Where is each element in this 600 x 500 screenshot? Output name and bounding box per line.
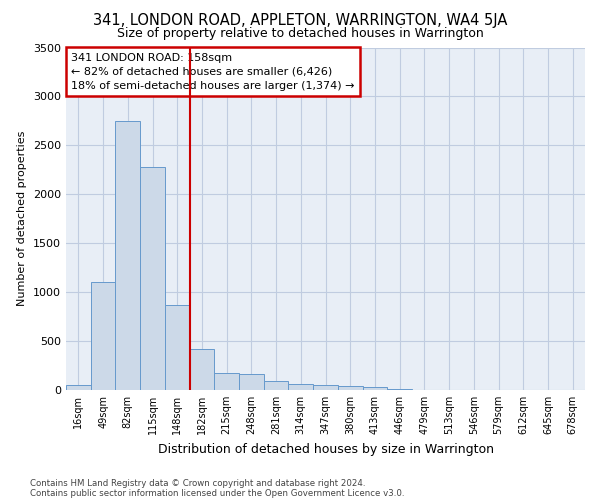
Bar (190, 349, 214, 390)
Text: Size of property relative to detached houses in Warrington: Size of property relative to detached ho… (116, 28, 484, 40)
Bar (140, 167, 165, 390)
Bar (214, 373, 239, 390)
Text: Contains public sector information licensed under the Open Government Licence v3: Contains public sector information licen… (30, 488, 404, 498)
Y-axis label: Number of detached properties: Number of detached properties (17, 131, 28, 306)
Text: 341 LONDON ROAD: 158sqm
← 82% of detached houses are smaller (6,426)
18% of semi: 341 LONDON ROAD: 158sqm ← 82% of detache… (71, 52, 355, 90)
Text: Contains HM Land Registry data © Crown copyright and database right 2024.: Contains HM Land Registry data © Crown c… (30, 478, 365, 488)
Bar (362, 387, 387, 390)
Bar (313, 385, 338, 390)
Bar (165, 305, 190, 390)
Bar (289, 384, 313, 390)
Bar (264, 380, 289, 390)
Bar (115, 121, 140, 390)
Bar (338, 386, 362, 390)
Bar (387, 389, 412, 390)
Bar (91, 282, 115, 390)
Bar (66, 384, 91, 390)
X-axis label: Distribution of detached houses by size in Warrington: Distribution of detached houses by size … (157, 442, 493, 456)
Text: 341, LONDON ROAD, APPLETON, WARRINGTON, WA4 5JA: 341, LONDON ROAD, APPLETON, WARRINGTON, … (93, 12, 507, 28)
Bar (239, 374, 264, 390)
